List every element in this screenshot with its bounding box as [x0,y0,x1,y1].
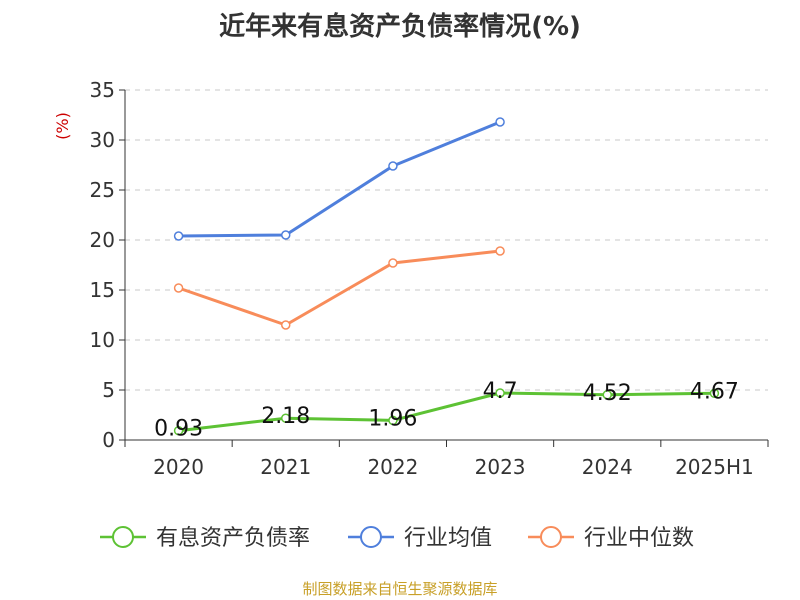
legend-marker-1 [360,526,382,548]
data-label-2024: 4.52 [583,381,632,406]
x-tick-label-2025H1: 2025H1 [675,455,754,479]
series-0-point-4 [602,390,612,400]
series-0-point-1 [281,413,291,423]
series-0-point-2 [388,415,398,426]
y-tick-label-10: 10 [90,328,115,352]
series-1-point-2 [388,161,398,171]
series-2-point-1 [281,320,291,330]
legend-marker-2 [540,526,562,548]
legend-marker-0 [112,526,134,548]
grid-lines [125,89,768,391]
series-lines [173,117,720,436]
legend-label-0: 有息资产负债率 [156,526,310,551]
chart-title: 近年来有息资产负债率情况(%) [219,12,581,42]
data-label-2020: 0.93 [154,417,203,442]
y-tick-label-25: 25 [90,178,115,202]
data-label-2021: 2.18 [261,404,310,429]
series-0-point-5 [709,388,720,399]
series-0-point-0 [173,425,184,436]
data-label-2023: 4.7 [483,379,518,404]
x-tick-label-2022: 2022 [367,455,418,479]
series-1-point-1 [281,230,291,240]
y-tick-label-15: 15 [90,278,115,302]
series-line-1 [178,120,501,238]
x-tick-label-2021: 2021 [260,455,311,479]
series-2-point-2 [388,258,398,268]
series-2-point-3 [495,246,505,256]
y-tick-label-5: 5 [102,378,115,402]
y-tick-label-20: 20 [90,228,115,252]
y-tick-label-0: 0 [102,428,115,452]
y-tick-label-35: 35 [90,78,115,102]
legend-label-1: 行业均值 [404,526,492,551]
data-labels: 0.93 2.18 1.96 4.7 4.52 4.67 [154,379,739,442]
series-2-point-0 [173,283,184,293]
data-label-2025H1: 4.67 [690,379,739,404]
y-axis-unit: (%) [53,112,72,140]
x-tick-label-2023: 2023 [475,455,526,479]
legend-label-2: 行业中位数 [584,526,694,551]
x-tick-label-2024: 2024 [582,455,633,479]
series-line-2 [178,249,501,327]
legend: 有息资产负债率 行业均值 行业中位数 [100,526,694,551]
series-1-point-0 [173,231,184,241]
y-tick-label-30: 30 [90,128,115,152]
series-1-point-3 [495,117,505,127]
source-note: 制图数据来自恒生聚源数据库 [302,580,498,598]
x-tick-label-2020: 2020 [153,455,204,479]
axes: 0 5 10 15 20 25 30 35 (%) 2020 2021 2022 2023 2024 202… [53,78,769,479]
data-label-2022: 1.96 [368,406,417,431]
series-0-point-3 [495,388,505,398]
series-line-0 [178,391,715,433]
